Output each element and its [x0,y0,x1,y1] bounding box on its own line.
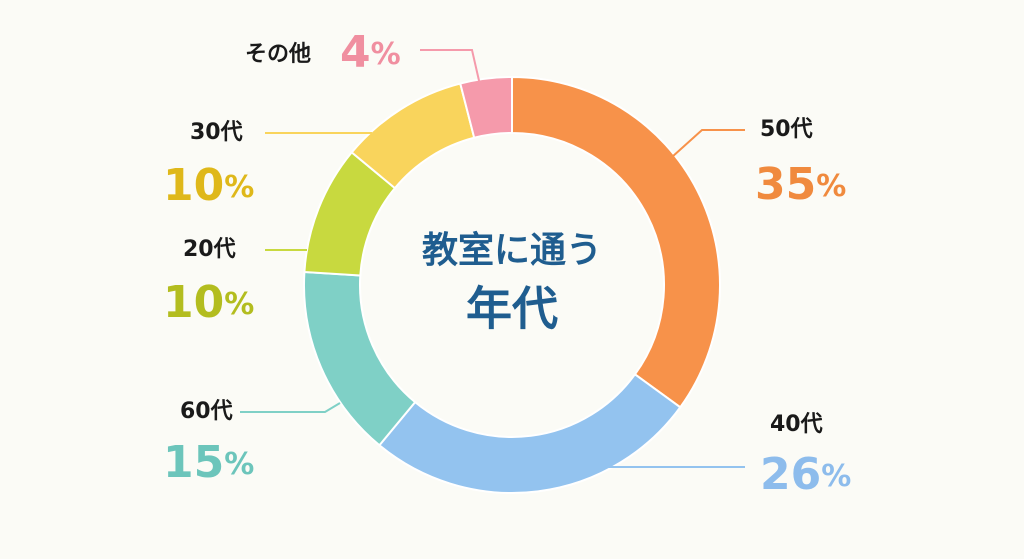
value-unit: % [224,447,254,482]
value-number: 15 [163,437,224,488]
value-number: 10 [163,160,224,211]
value-label: 26% [760,449,851,500]
value-number: 35 [755,159,816,210]
value-number: 26 [760,449,821,500]
value-label: 10% [163,160,254,211]
category-label: 50代 [760,117,813,142]
value-number: 4 [340,27,371,78]
center-title: 教室に通う [422,230,602,271]
center-title: 年代 [466,282,558,336]
value-unit: % [224,170,254,205]
value-number: 10 [163,277,224,328]
leader-line [671,129,745,158]
value-unit: % [816,169,846,204]
category-label: 40代 [770,412,823,437]
value-unit: % [224,287,254,322]
value-label: 35% [755,159,846,210]
category-label: 20代 [183,237,236,262]
value-unit: % [821,459,851,494]
donut-segment [511,75,721,409]
leader-line [420,49,481,86]
category-label: 60代 [180,399,233,424]
value-label: 15% [163,437,254,488]
category-label: その他 [245,42,311,67]
donut-segment [459,75,513,139]
value-label: 4% [340,27,401,78]
value-unit: % [371,37,401,72]
leader-line [240,402,341,413]
category-label: 30代 [190,120,243,145]
value-label: 10% [163,277,254,328]
